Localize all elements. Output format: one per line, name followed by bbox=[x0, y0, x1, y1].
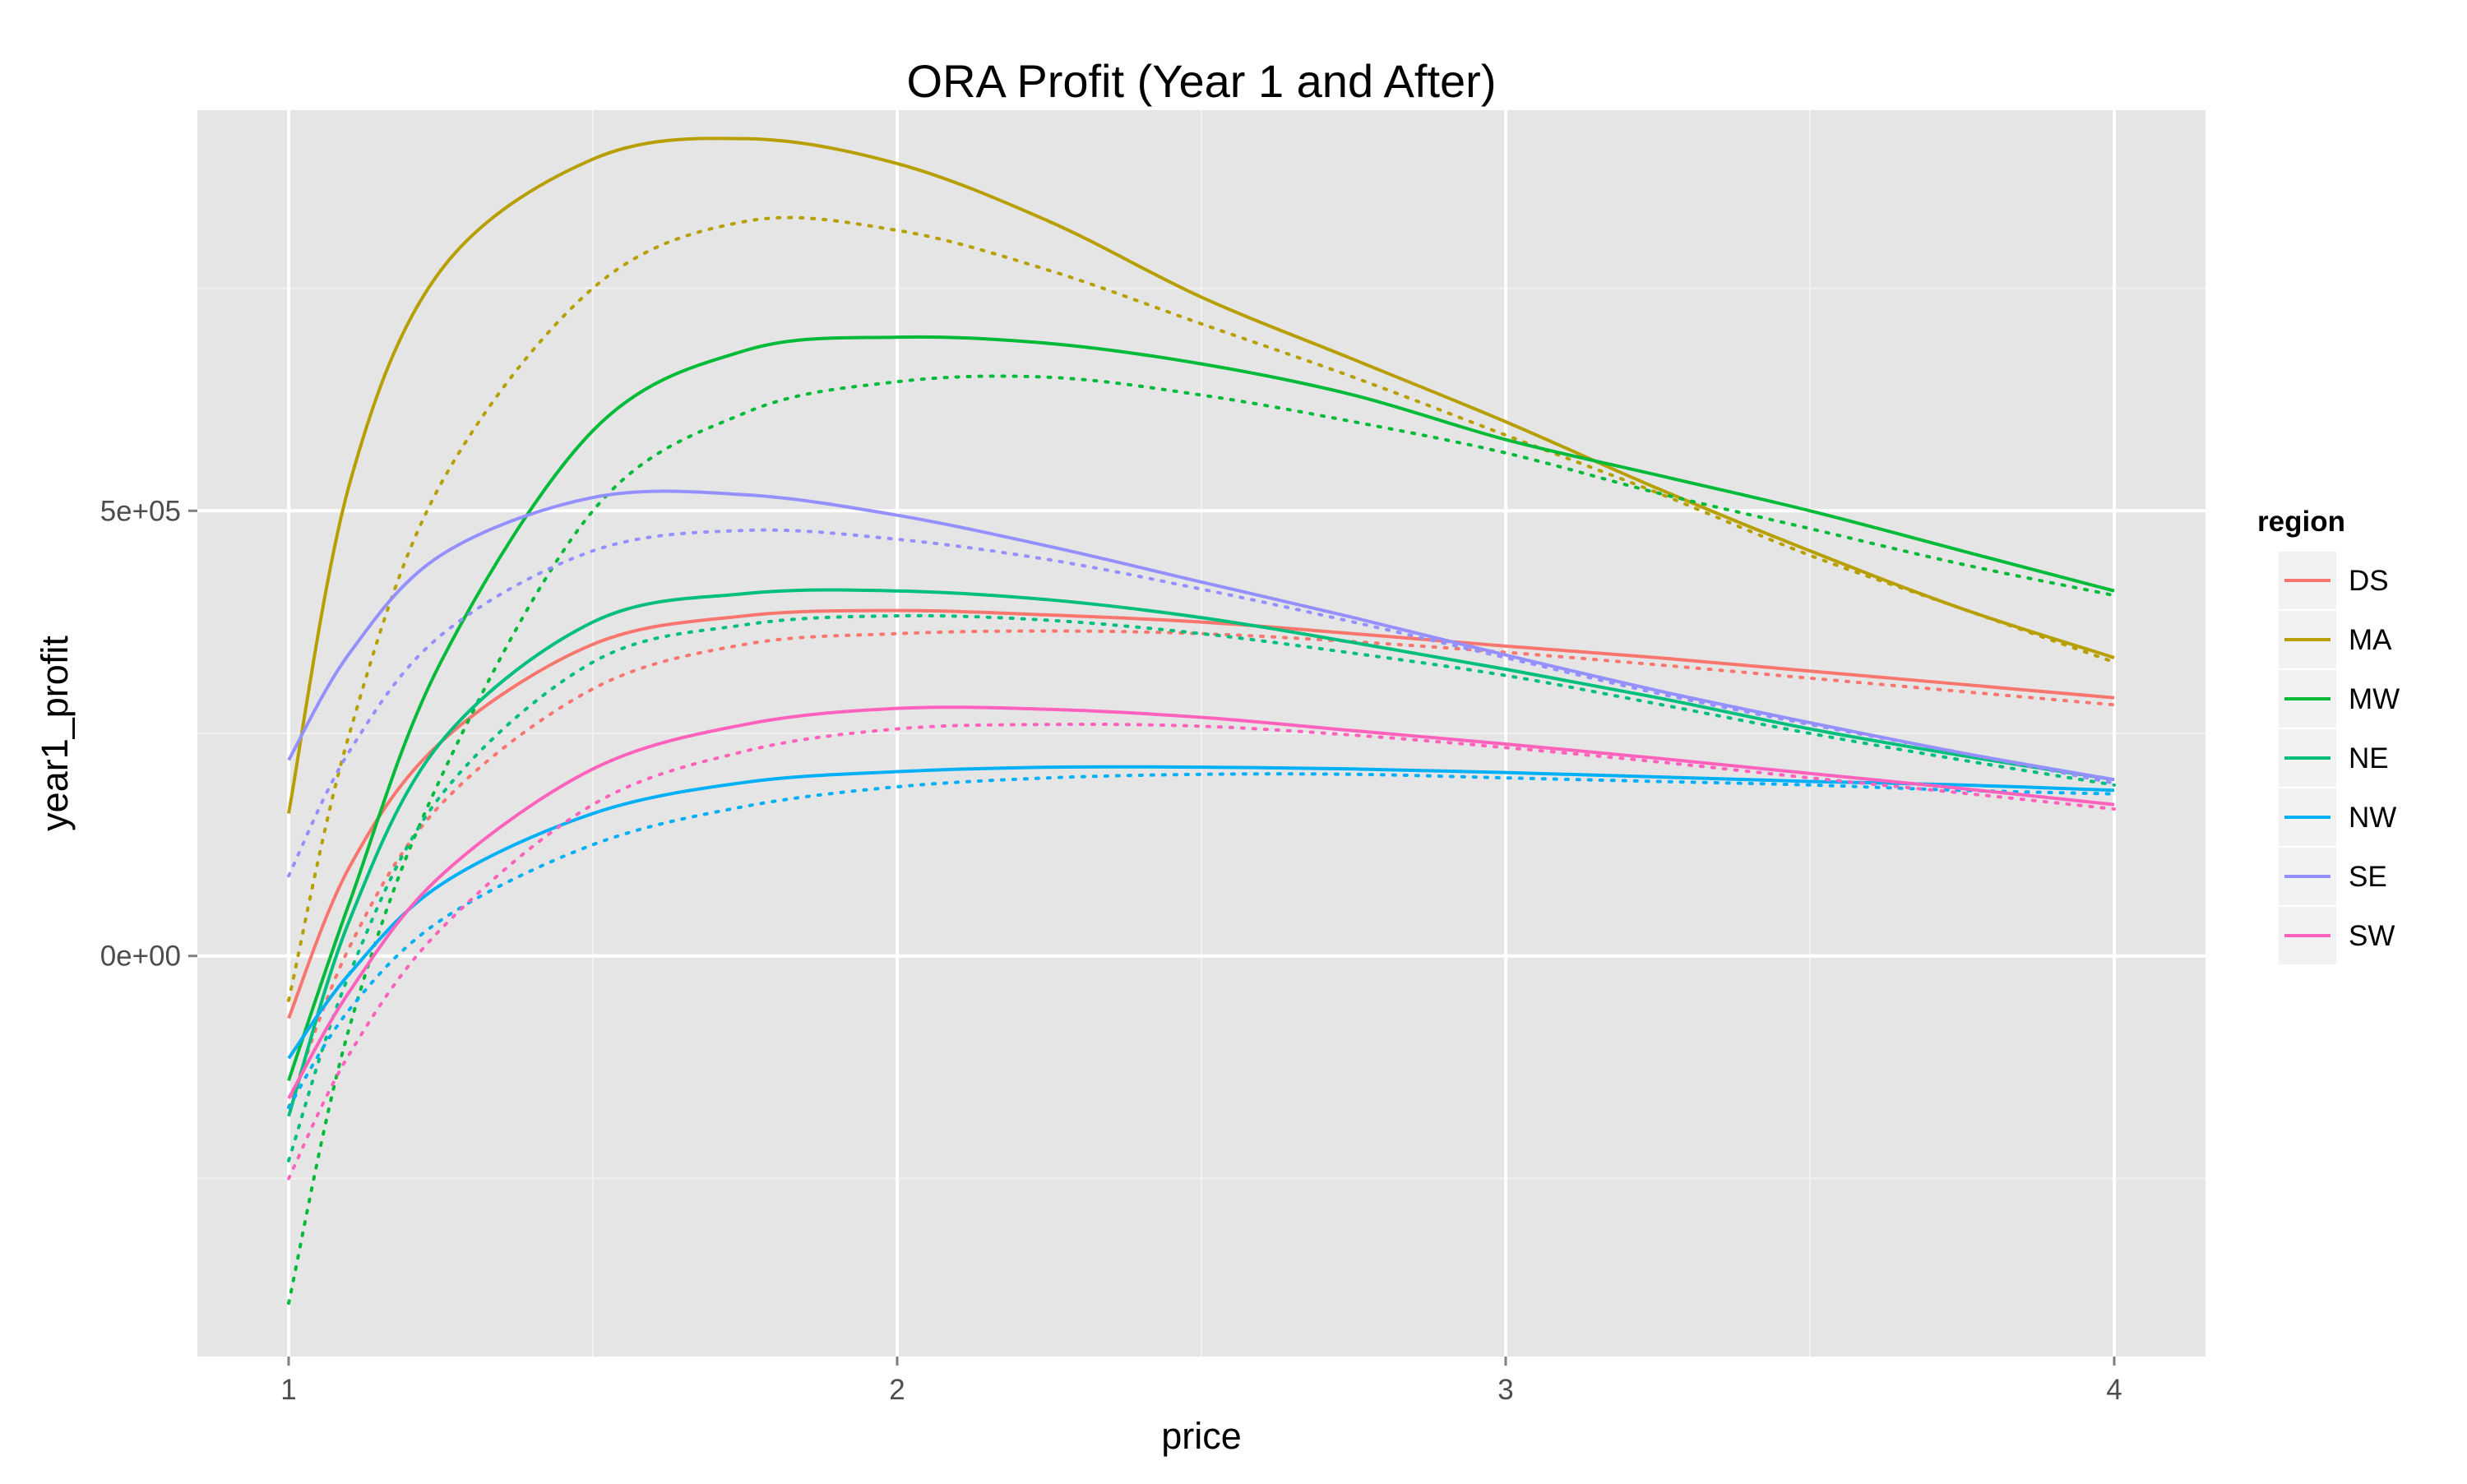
series-line-ne-year1 bbox=[287, 588, 2115, 1117]
x-axis-title: price bbox=[1161, 1415, 1242, 1457]
series-line-ma-after bbox=[287, 215, 2116, 1002]
series-line-ds-after bbox=[287, 629, 2116, 1109]
series-line-ne-after bbox=[287, 613, 2116, 1163]
x-tick-label-2: 3 bbox=[1497, 1374, 1513, 1406]
series-line-nw-after bbox=[287, 772, 2116, 1109]
legend-label-mw: MW bbox=[2349, 683, 2400, 715]
legend-title: region bbox=[2257, 506, 2345, 538]
series-line-mw-year1 bbox=[287, 335, 2115, 1081]
y-tick-label-1: 5e+05 bbox=[100, 495, 181, 527]
legend-label-nw: NW bbox=[2349, 802, 2396, 834]
series-line-sw-year1 bbox=[287, 705, 2115, 1099]
series-line-ma-year1 bbox=[287, 136, 2115, 814]
series-line-nw-year1 bbox=[287, 765, 2115, 1060]
series-lines bbox=[287, 136, 2116, 1306]
x-tick-label-3: 4 bbox=[2106, 1374, 2122, 1406]
chart-title: ORA Profit (Year 1 and After) bbox=[907, 55, 1497, 107]
series-line-se-year1 bbox=[287, 489, 2115, 782]
legend-label-ma: MA bbox=[2349, 624, 2392, 656]
series-line-se-after bbox=[287, 528, 2116, 878]
axis-ticks bbox=[188, 509, 2116, 1366]
series-line-mw-after bbox=[287, 374, 2116, 1306]
y-tick-label-0: 0e+00 bbox=[100, 941, 181, 973]
y-axis-title: year1_profit bbox=[34, 636, 76, 831]
legend-label-ne: NE bbox=[2349, 742, 2389, 774]
tick-labels: 1 2 3 4 0e+00 5e+05 bbox=[100, 495, 2122, 1406]
legend-label-ds: DS bbox=[2349, 565, 2389, 597]
legend-label-sw: SW bbox=[2349, 920, 2395, 952]
major-grid bbox=[197, 110, 2205, 1357]
x-tick-label-0: 1 bbox=[280, 1374, 296, 1406]
legend: region DS MA MW NE NW SE SW bbox=[2257, 506, 2400, 966]
legend-label-se: SE bbox=[2349, 861, 2387, 893]
x-tick-label-1: 2 bbox=[889, 1374, 905, 1406]
